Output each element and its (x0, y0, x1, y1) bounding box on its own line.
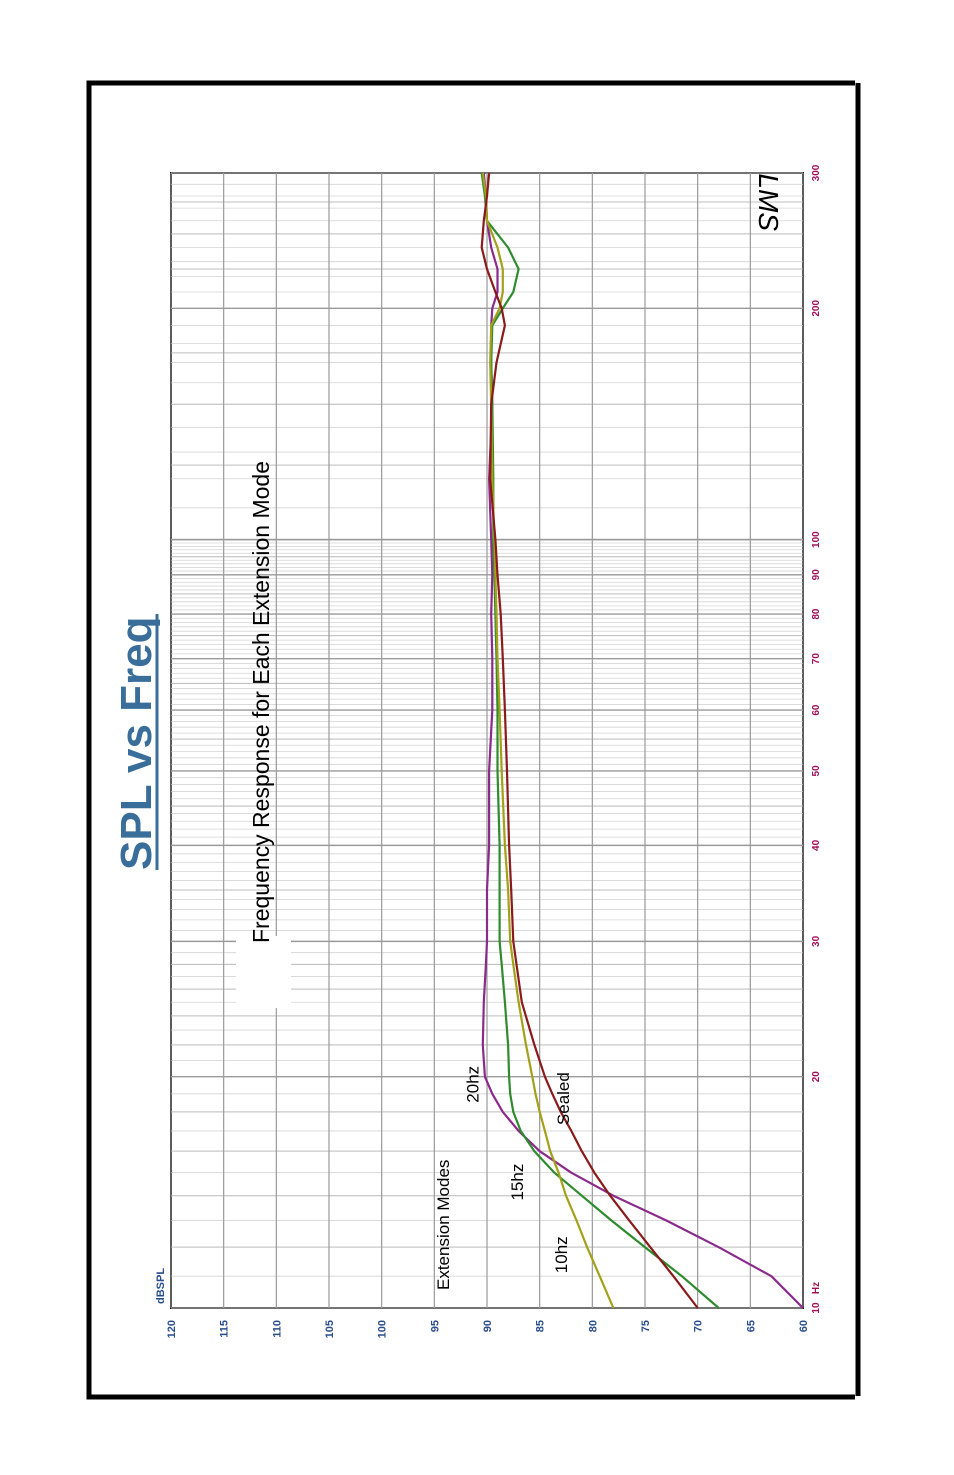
series-label-20hz: 20hz (464, 1066, 483, 1103)
y-tick-label: 115 (219, 1320, 231, 1338)
series-layer (480, 172, 804, 1309)
x-tick-label: 50 (811, 765, 822, 777)
x-tick-label: 100 (811, 531, 822, 548)
y-axis-label: dBSPL (155, 1268, 167, 1304)
x-tick-label: 200 (811, 300, 822, 317)
y-tick-labels: 60 65 70 75 80 85 90 95 100 105 110 115 120 (166, 1320, 810, 1338)
series-label-sealed: Sealed (554, 1072, 573, 1125)
x-tick-label: 20 (811, 1071, 822, 1083)
y-tick-label: 85 (535, 1320, 547, 1332)
y-tick-label: 80 (587, 1320, 599, 1332)
rotated-chart: 10 20 30 40 50 60 70 80 90 100 200 300 60 65 70 75 80 85… (112, 164, 822, 1338)
y-tick-label: 95 (429, 1320, 441, 1332)
y-tick-label: 90 (482, 1320, 494, 1332)
series-line-15hz (480, 172, 720, 1309)
x-tick-label: 80 (811, 608, 822, 620)
y-tick-label: 70 (693, 1320, 705, 1332)
x-unit: Hz (811, 1282, 822, 1294)
x-tick-labels: 10 20 30 40 50 60 70 80 90 100 200 300 (811, 164, 822, 1313)
y-tick-label: 65 (745, 1320, 757, 1332)
x-tick-label: 70 (811, 653, 822, 665)
series-labels: 20hz 15hz 10hz Sealed (464, 1066, 574, 1273)
x-tick-label: 90 (811, 569, 822, 581)
series-label-15hz: 15hz (508, 1164, 527, 1201)
series-line-sealed (480, 172, 699, 1309)
chart-title: SPL vs Freq (112, 614, 161, 870)
y-tick-label: 75 (640, 1320, 652, 1332)
y-tick-label: 60 (798, 1320, 810, 1332)
x-tick-label: 40 (811, 839, 822, 851)
y-tick-label: 105 (324, 1320, 336, 1338)
y-tick-label: 110 (271, 1320, 283, 1338)
y-tick-label: 100 (377, 1320, 389, 1338)
y-tick-label: 120 (166, 1320, 178, 1338)
x-tick-label: 10 (811, 1302, 822, 1314)
x-tick-label: 300 (811, 164, 822, 181)
series-label-10hz: 10hz (552, 1236, 571, 1273)
x-tick-label: 30 (811, 935, 822, 947)
lms-watermark: LMS (753, 173, 784, 231)
x-tick-label: 60 (811, 704, 822, 716)
chart-subtitle: Frequency Response for Each Extension Mo… (248, 461, 274, 943)
frame-edge-mask (855, 70, 915, 1410)
grid (170, 172, 804, 1309)
chart-title-text: SPL vs Freq (112, 616, 161, 870)
blank-patch (236, 936, 291, 1008)
legend-title: Extension Modes (434, 1160, 453, 1290)
series-line-10hz (481, 172, 615, 1309)
